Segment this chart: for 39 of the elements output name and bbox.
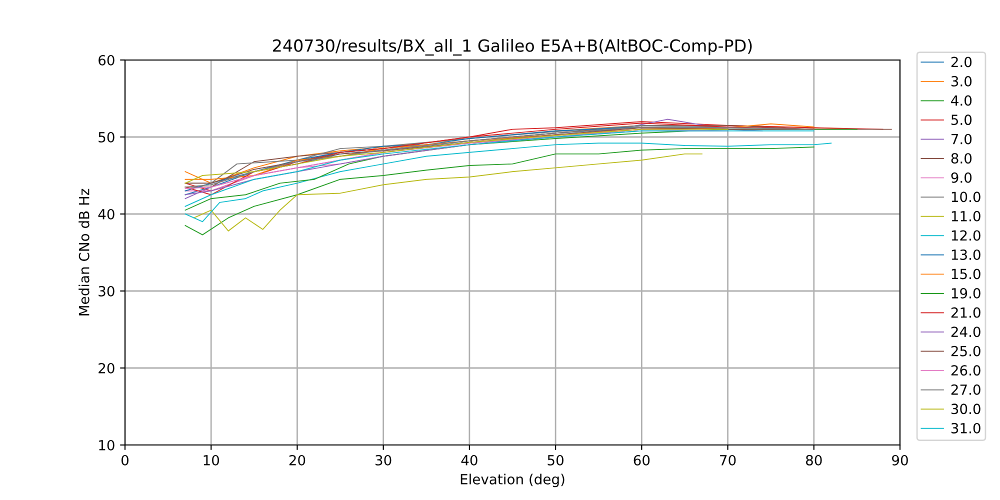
x-tick-label: 80 xyxy=(806,454,822,466)
y-tick-label: 60 xyxy=(98,54,114,66)
legend-label: 25.0 xyxy=(951,346,980,356)
x-tick-label: 30 xyxy=(376,454,392,466)
x-tick-label: 40 xyxy=(461,454,478,466)
x-axis-title: Elevation (deg) xyxy=(460,474,564,488)
y-tick-label: 10 xyxy=(99,440,114,450)
chart-title: 240730/results/BX_all_1 Galileo E5A+B(AltBOC-Comp-PD) xyxy=(273,39,752,56)
legend-label: 15.0 xyxy=(952,268,980,280)
legend-label: 31.0 xyxy=(951,422,980,434)
x-tick-label: 0 xyxy=(121,454,128,466)
y-tick-label: 30 xyxy=(98,286,114,296)
legend-label: 4.0 xyxy=(951,95,972,106)
legend-label: 30.0 xyxy=(951,404,980,414)
legend-label: 7.0 xyxy=(952,134,972,144)
legend-label: 5.0 xyxy=(951,114,972,126)
y-tick-label: 40 xyxy=(98,208,114,220)
x-tick-label: 70 xyxy=(720,454,736,466)
legend-label: 27.0 xyxy=(951,384,980,395)
legend-label: 19.0 xyxy=(952,288,980,299)
x-tick-label: 90 xyxy=(892,454,908,466)
x-tick-label: 60 xyxy=(634,454,650,466)
x-tick-label: 50 xyxy=(548,454,564,466)
legend-label: 9.0 xyxy=(951,172,972,183)
y-tick-label: 50 xyxy=(98,132,114,142)
y-axis-title: Median CNo dB Hz xyxy=(78,188,90,316)
legend-label: 24.0 xyxy=(951,326,980,338)
legend-label: 2.0 xyxy=(951,56,972,68)
legend-label: 10.0 xyxy=(952,192,980,202)
legend-label: 13.0 xyxy=(952,249,980,260)
x-tick-label: 10 xyxy=(204,454,220,466)
legend-label: 3.0 xyxy=(951,76,972,86)
legend-label: 12.0 xyxy=(952,230,980,241)
legend-label: 26.0 xyxy=(951,365,980,376)
x-tick-label: 20 xyxy=(289,454,306,466)
legend-label: 8.0 xyxy=(951,153,972,164)
legend-label: 21.0 xyxy=(951,307,980,318)
legend-label: 11.0 xyxy=(952,210,980,222)
y-tick-label: 20 xyxy=(98,362,114,374)
